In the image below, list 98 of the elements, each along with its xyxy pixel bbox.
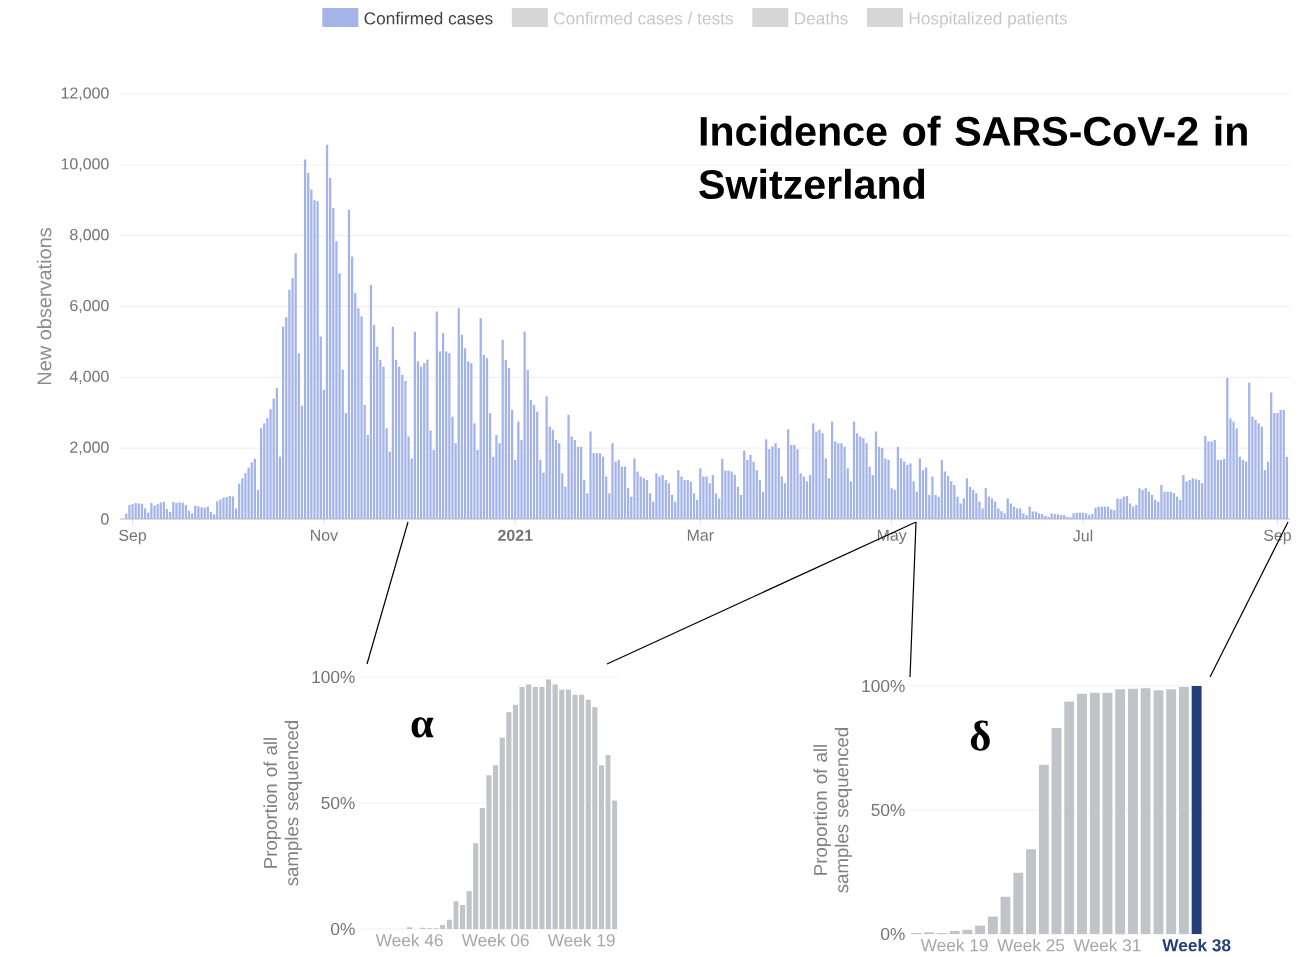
y-tick-label: 2,000 [70, 441, 109, 455]
y-axis-title: New observations [36, 228, 52, 385]
y-tick-label: 0% [331, 922, 355, 936]
bar [1138, 488, 1141, 519]
bar [843, 446, 846, 519]
bar [1178, 686, 1189, 934]
bar [1000, 511, 1003, 519]
bar [1140, 688, 1151, 934]
y-axis-title: Proportion of all samples sequenced [813, 728, 853, 893]
bar [655, 473, 658, 519]
bar [633, 458, 636, 519]
bar [1254, 419, 1257, 519]
bar [1053, 514, 1056, 519]
bar [216, 501, 219, 519]
bar [1064, 701, 1075, 934]
bar [949, 931, 960, 934]
bar [567, 414, 570, 519]
bar [440, 924, 446, 929]
x-tick-label: Week 19 [920, 938, 988, 952]
bar [545, 396, 548, 519]
bar [1166, 689, 1177, 934]
bar [1102, 692, 1113, 934]
bar [1127, 688, 1138, 934]
bar [1038, 764, 1049, 934]
text: Incidence of SARS-CoV-2 in Switzerland [699, 115, 1247, 200]
bar [796, 449, 799, 519]
y-axis-title: Proportion of all samples sequenced [263, 721, 303, 886]
y-tick-label: 4,000 [69, 370, 109, 384]
x-tick-label: May [877, 529, 907, 544]
bar [598, 765, 605, 929]
bar [612, 800, 618, 929]
bar [316, 201, 319, 519]
bar [143, 508, 147, 519]
x-tick-label: Week 38 [1162, 938, 1231, 952]
bar [749, 454, 752, 519]
legend-label: Confirmed cases [364, 11, 493, 25]
x-tick-label: Jul [1073, 529, 1093, 542]
x-tick-label: Nov [311, 529, 339, 541]
bar [931, 476, 934, 519]
y-tick-label: 8,000 [70, 229, 109, 243]
y-tick-label: 10,000 [61, 158, 109, 172]
x-tick-label: Week 06 [461, 933, 529, 947]
bar [128, 504, 131, 519]
y-tick-label: 100% [862, 679, 905, 693]
bar [517, 421, 520, 519]
y-tick-label: 50% [321, 796, 355, 810]
text: Deaths [795, 11, 848, 25]
bar [1026, 849, 1036, 934]
bar [244, 472, 247, 519]
bar [1006, 498, 1009, 519]
y-tick-label: 50% [871, 803, 905, 817]
text: Hospitalized patients [909, 11, 1068, 28]
bar [512, 704, 519, 929]
x-tick-label: Sep [119, 529, 147, 545]
bar [1019, 508, 1022, 519]
bar [887, 459, 890, 519]
bar [975, 493, 978, 519]
bar [446, 919, 452, 929]
bar [1051, 727, 1062, 934]
bar [1160, 484, 1163, 519]
bar [459, 905, 466, 929]
bar [495, 435, 498, 519]
bar [219, 499, 222, 519]
bar [1089, 692, 1100, 934]
bar [1232, 421, 1235, 519]
x-tick-label: Mar [687, 529, 714, 541]
bar [589, 431, 592, 519]
annotation: δ [970, 720, 990, 751]
bar [231, 496, 235, 519]
bar [975, 925, 986, 934]
x-tick-label: Week 25 [997, 938, 1065, 952]
bar [1013, 872, 1024, 934]
bar [987, 916, 998, 934]
annotation: α [411, 717, 434, 738]
bar [1115, 689, 1126, 934]
bar [1141, 489, 1144, 519]
text: Confirmed cases / tests [554, 11, 733, 25]
x-tick-label: Week 46 [375, 933, 443, 947]
bar [705, 476, 708, 519]
bar [1110, 509, 1113, 519]
y-tick-label: 12,000 [61, 87, 109, 101]
x-tick-label: Week 31 [1073, 938, 1141, 952]
bar [1050, 513, 1053, 519]
bar [1000, 896, 1011, 934]
bar [962, 929, 973, 934]
y-tick-label: 6,000 [70, 299, 109, 314]
y-tick-label: 100% [312, 670, 355, 684]
bar [426, 359, 429, 519]
bar [774, 443, 777, 519]
bar [1153, 690, 1164, 934]
y-tick-label: 0 [101, 513, 109, 525]
bar [990, 498, 994, 519]
bar [1077, 693, 1087, 934]
x-tick-label: Week 19 [547, 933, 615, 947]
bar [611, 443, 614, 519]
x-tick-label: 2021 [498, 529, 533, 541]
bar [1191, 685, 1202, 934]
y-tick-label: 0% [881, 927, 905, 941]
